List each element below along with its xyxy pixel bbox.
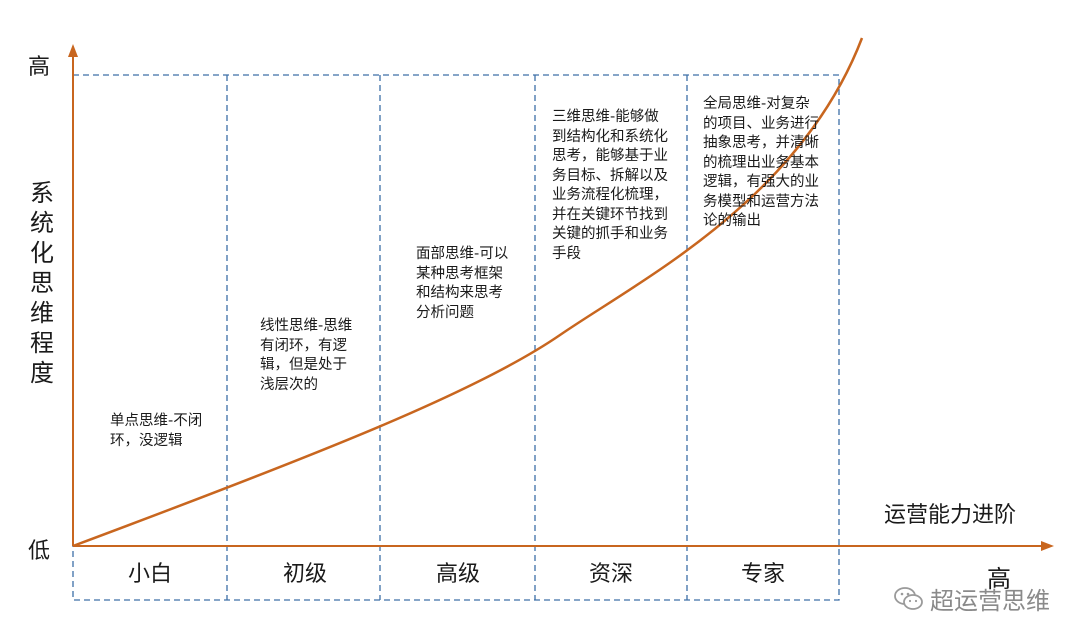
watermark-text: 超运营思维: [930, 587, 1050, 615]
stage-label-1: 小白: [128, 562, 173, 587]
stage-label-2: 初级: [283, 562, 328, 587]
stage-description-5: 全局思维-对复杂的项目、业务进行抽象思考，并清晰的梳理出业务基本逻辑，有强大的业…: [703, 96, 819, 229]
y-axis-title: 系统化思维程度: [30, 179, 54, 387]
stage-description-4: 三维思维-能够做到结构化和系统化思考，能够基于业务目标、拆解以及业务流程化梳理，…: [552, 109, 668, 262]
stage-description-2: 线性思维-思维有闭环，有逻辑，但是处于浅层次的: [260, 318, 353, 393]
stage-description-3: 面部思维-可以某种思考框架和结构来思考分析问题: [416, 246, 509, 321]
stage-label-5: 专家: [741, 562, 786, 587]
stage-frame: [72, 74, 840, 601]
stage-label-4: 资深: [589, 562, 634, 587]
wechat-icon: [894, 586, 923, 610]
stage-label-3: 高级: [436, 562, 481, 587]
x-axis-arrow: [1041, 541, 1054, 551]
x-axis-title: 运营能力进阶: [884, 503, 1017, 528]
growth-curve: [72, 37, 864, 548]
y-axis-high-label: 高: [28, 55, 51, 80]
watermark: 超运营思维: [894, 581, 1050, 616]
x-axis-high-label: 高: [987, 565, 1011, 593]
y-axis-arrow: [68, 44, 78, 57]
y-axis-low-label: 低: [28, 539, 51, 564]
stage-description-1: 单点思维-不闭环，没逻辑: [110, 413, 203, 449]
